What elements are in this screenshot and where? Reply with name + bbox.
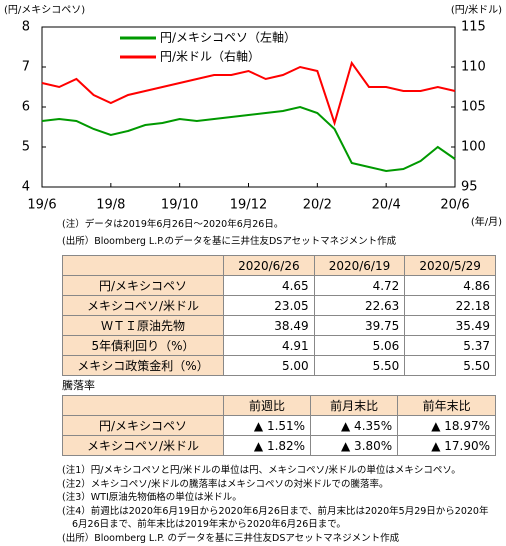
value-cell: 4.91 [223, 335, 315, 356]
y2-tick-label: 115 [461, 20, 486, 35]
y2-tick-label: 95 [461, 180, 478, 195]
row-header: 円/メキシコペソ [62, 275, 224, 296]
row-header: メキシコペソ/米ドル [62, 295, 224, 316]
value-cell: ▲ 17.90% [397, 435, 496, 456]
value-cell: ▲ 1.51% [222, 415, 312, 436]
y2-tick-label: 100 [461, 140, 486, 155]
series-line [41, 60, 456, 127]
row: 5年債利回り（%） 4.91 5.06 5.37 [62, 335, 496, 356]
value-cell: 38.49 [223, 315, 315, 336]
header-row: 2020/6/26 2020/6/19 2020/5/29 [62, 255, 496, 276]
row: メキシコ政策金利（%） 5.00 5.50 5.50 [62, 355, 496, 376]
column-header: 2020/6/19 [313, 255, 406, 276]
value-cell: 35.49 [404, 315, 496, 336]
y-tick-label: 4 [22, 180, 30, 195]
value-cell: 5.06 [313, 335, 406, 356]
x-tick-label: 19/10 [161, 198, 198, 213]
value-cell: 5.50 [404, 355, 496, 376]
corner-cell [62, 395, 224, 416]
value-cell: ▲ 18.97% [397, 415, 496, 436]
value-cell: ▲ 1.82% [222, 435, 312, 456]
row: メキシコペソ/米ドル ▲ 1.82% ▲ 3.80% ▲ 17.90% [62, 435, 496, 456]
x-unit: (年/月) [471, 215, 502, 228]
chart-source: (出所）Bloomberg L.P.のデータを基に三井住友DSアセットマネジメン… [62, 236, 397, 247]
x-tick-label: 20/4 [372, 198, 401, 213]
y-tick-label: 5 [22, 140, 30, 155]
change-table: 前週比 前月末比 前年末比 円/メキシコペソ ▲ 1.51% ▲ 4.35% ▲ 18.97… [62, 395, 496, 456]
value-cell: 22.63 [313, 295, 406, 316]
value-cell: 4.86 [404, 275, 496, 296]
column-header: 前月末比 [310, 395, 399, 416]
value-cell: 4.72 [313, 275, 406, 296]
note-line: 6月26日まで、前年末比は2019年末から2020年6月26日まで。 [72, 519, 346, 530]
x-tick-label: 19/6 [27, 198, 56, 213]
table-title: 騰落率 [62, 379, 95, 392]
value-cell: 5.00 [223, 355, 315, 376]
note-line: (出所）Bloomberg L.P. のデータを基に三井住友DSアセットマネジメ… [62, 532, 400, 544]
market-table: 2020/6/26 2020/6/19 2020/5/29 円/メキシコペソ 4.65 4… [62, 255, 496, 376]
series-line [41, 105, 456, 173]
row: ＷＴＩ原油先物 38.49 39.75 35.49 [62, 315, 496, 336]
y-tick-label: 8 [22, 20, 30, 35]
column-header: 前週比 [222, 395, 312, 416]
header-row: 前週比 前月末比 前年末比 [62, 395, 496, 416]
note-line: (注2）メキシコペソ/米ドルの騰落率はメキシコペソの対米ドルでの騰落率。 [62, 478, 389, 490]
legend-label: 円/米ドル（右軸） [160, 49, 260, 64]
row-header: 円/メキシコペソ [62, 415, 224, 436]
x-tick-label: 20/6 [440, 198, 469, 213]
value-cell: 5.37 [404, 335, 496, 356]
chart: (円/メキシコペソ) (円/米ドル) (年/月) 4 5 6 7 8 95 100 105 11… [4, 3, 502, 228]
y-axis-label: (円/メキシコペソ) [4, 5, 85, 16]
note-line: (注1）円/メキシコペソと円/米ドルの単位は円、メキシコペソ/米ドルの単位はメキ… [62, 465, 461, 476]
value-cell: ▲ 4.35% [310, 415, 399, 436]
note-line: (注4）前週比は2020年6月19日から2020年6月26日まで、前月末比は20… [62, 505, 489, 517]
y2-axis-label: (円/米ドル) [451, 3, 502, 16]
x-tick-label: 19/8 [96, 198, 125, 213]
column-header: 前年末比 [397, 395, 496, 416]
note-line: (注3）WTI原油先物価格の単位は米ドル。 [62, 492, 242, 503]
value-cell: 39.75 [313, 315, 406, 336]
value-cell: ▲ 3.80% [310, 435, 399, 456]
y2-tick-label: 110 [461, 60, 486, 75]
x-tick-label: 19/12 [230, 198, 267, 213]
value-cell: 23.05 [223, 295, 315, 316]
value-cell: 5.50 [313, 355, 406, 376]
row: 円/メキシコペソ ▲ 1.51% ▲ 4.35% ▲ 18.97% [62, 415, 496, 436]
corner-cell [62, 255, 224, 276]
y-tick-label: 7 [22, 60, 30, 75]
row-header: メキシコペソ/米ドル [62, 435, 224, 456]
column-header: 2020/5/29 [404, 255, 496, 276]
row-header: ＷＴＩ原油先物 [62, 315, 224, 336]
value-cell: 4.65 [223, 275, 315, 296]
row-header: メキシコ政策金利（%） [62, 355, 224, 376]
legend-label: 円/メキシコペソ（左軸） [160, 30, 296, 45]
y2-tick-label: 105 [461, 100, 486, 115]
row-header: 5年債利回り（%） [62, 335, 224, 356]
row: メキシコペソ/米ドル 23.05 22.63 22.18 [62, 295, 496, 316]
value-cell: 22.18 [404, 295, 496, 316]
x-tick-label: 20/2 [303, 198, 332, 213]
y-tick-label: 6 [22, 100, 30, 115]
chart-note: (注）データは2019年6月26日～2020年6月26日。 [62, 219, 284, 230]
row: 円/メキシコペソ 4.65 4.72 4.86 [62, 275, 496, 296]
column-header: 2020/6/26 [223, 255, 315, 276]
